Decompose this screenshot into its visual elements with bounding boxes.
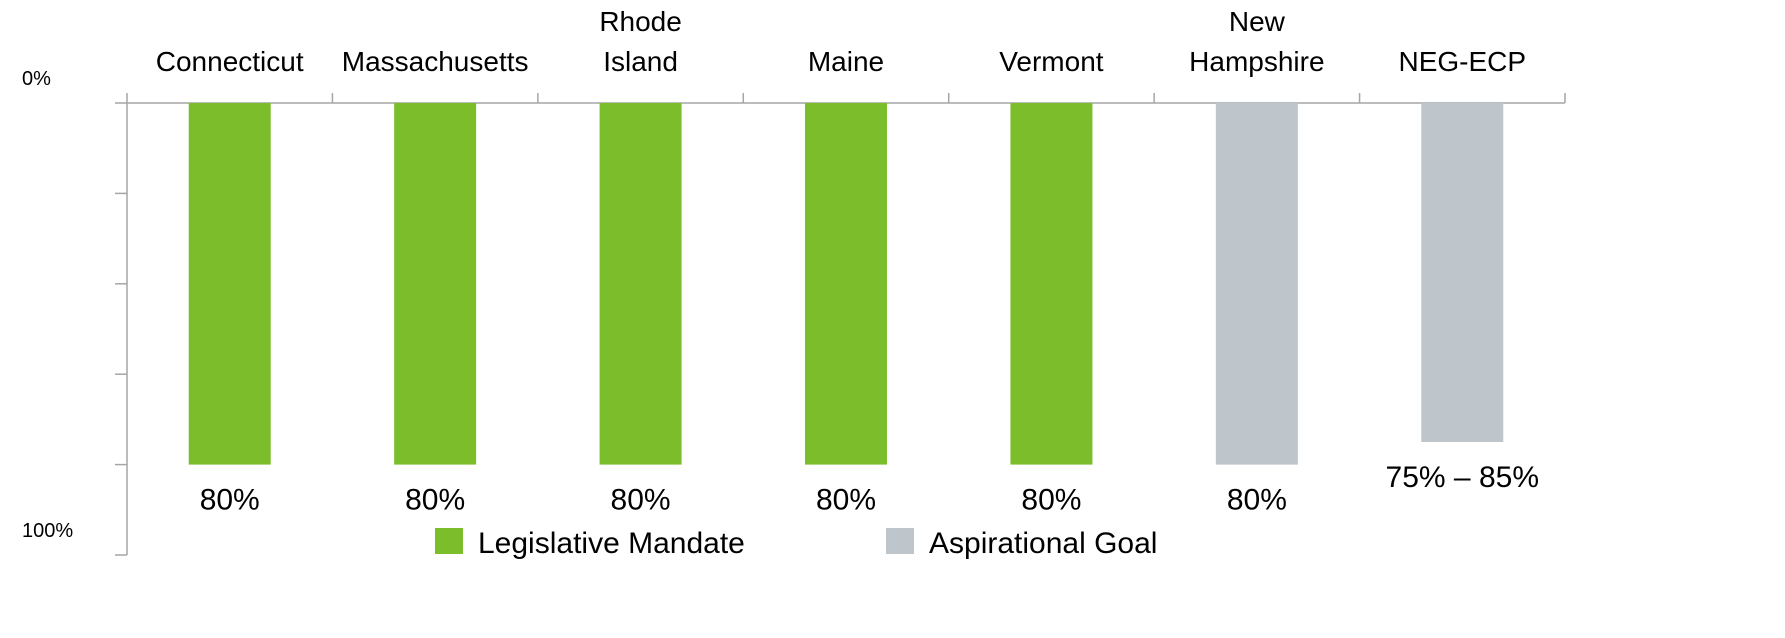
bar (805, 103, 887, 465)
x-tick-label: New Hampshire (1189, 6, 1324, 77)
x-tick-label: Vermont (999, 46, 1103, 77)
data-label: 75% – 85% (1386, 461, 1539, 494)
bar (1215, 103, 1298, 465)
legend-swatch (886, 528, 914, 554)
legend-label: Legislative Mandate (478, 527, 745, 560)
x-tick-label: Connecticut (156, 46, 304, 77)
y-tick-label: 0% (22, 68, 51, 90)
legend-label: Aspirational Goal (929, 527, 1157, 560)
x-tick-label: Rhode Island (599, 6, 682, 77)
data-label: 80% (200, 484, 260, 517)
y-tick-label: 100% (22, 520, 73, 542)
bar (1010, 103, 1093, 465)
x-tick-label: NEG-ECP (1398, 46, 1526, 77)
bar (1421, 103, 1504, 442)
x-tick-label: Maine (808, 46, 884, 77)
data-label: 80% (1227, 484, 1287, 517)
x-tick-label: Massachusetts (342, 46, 529, 77)
data-label: 80% (405, 484, 465, 517)
data-label: 80% (1021, 484, 1081, 517)
bar (188, 103, 271, 465)
data-label: 80% (816, 484, 876, 517)
bar (599, 103, 682, 465)
bar (394, 103, 477, 465)
legend-swatch (435, 528, 463, 554)
data-label: 80% (611, 484, 671, 517)
